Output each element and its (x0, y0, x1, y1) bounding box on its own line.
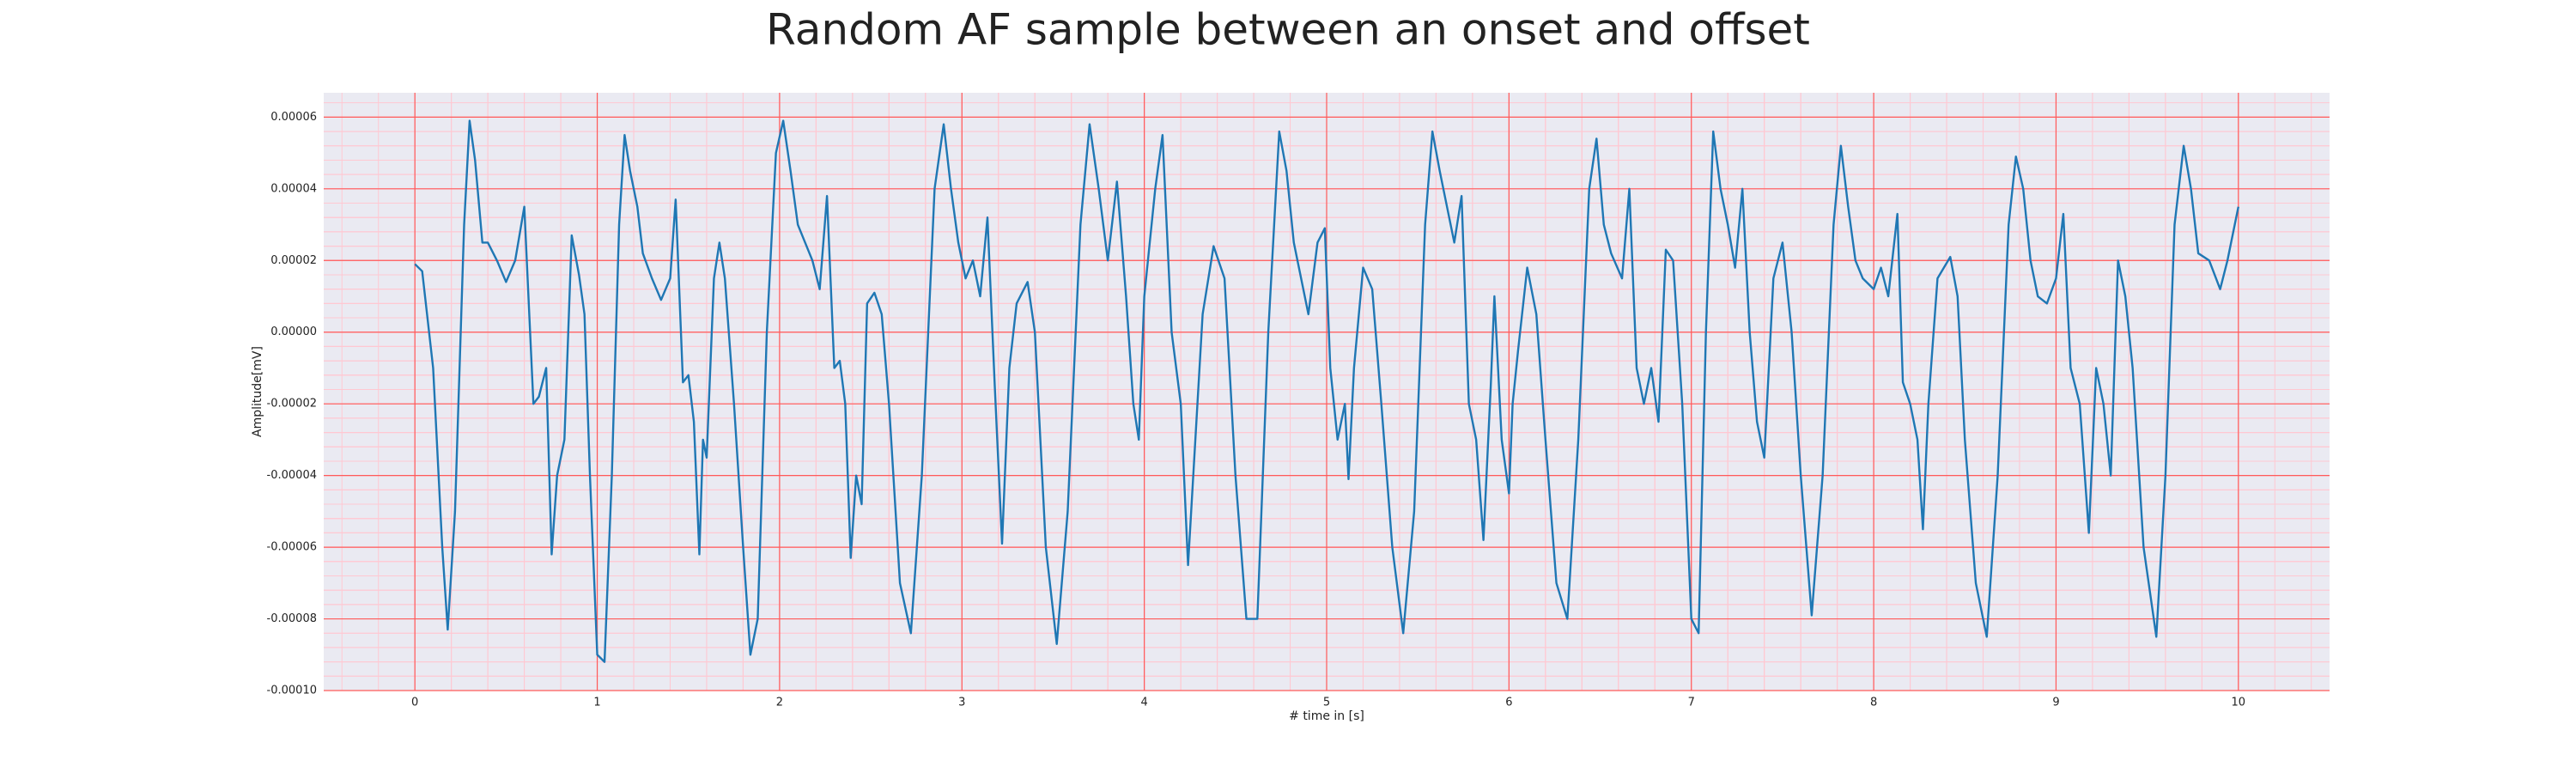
x-tick-label: 8 (1870, 697, 1877, 709)
x-tick-label: 4 (1140, 697, 1147, 709)
x-tick-label: 3 (958, 697, 965, 709)
y-tick-label: 0.00000 (270, 326, 317, 338)
x-tick-label: 9 (2052, 697, 2059, 709)
y-tick-label: -0.00006 (267, 541, 317, 554)
signal-line (414, 119, 2239, 663)
chart-title: Random AF sample between an onset and of… (766, 5, 1810, 55)
y-tick-label: -0.00002 (267, 398, 317, 411)
x-tick-label: 1 (593, 697, 600, 709)
x-tick-label: 5 (1323, 697, 1330, 709)
y-tick-label: 0.00006 (270, 111, 317, 124)
y-axis-label: Amplitude[mV] (251, 346, 264, 437)
y-tick-label: -0.00008 (267, 612, 317, 625)
x-tick-label: 6 (1505, 697, 1512, 709)
y-tick-label: 0.00002 (270, 254, 317, 267)
y-tick-label: -0.00004 (267, 469, 317, 482)
x-tick-label: 2 (776, 697, 783, 709)
x-tick-label: 10 (2232, 697, 2246, 709)
x-tick-label: 7 (1688, 697, 1695, 709)
x-axis-label: # time in [s] (1289, 709, 1364, 723)
y-tick-label: 0.00004 (270, 182, 317, 195)
y-tick-label: -0.00010 (267, 685, 317, 697)
x-tick-label: 0 (411, 697, 418, 709)
